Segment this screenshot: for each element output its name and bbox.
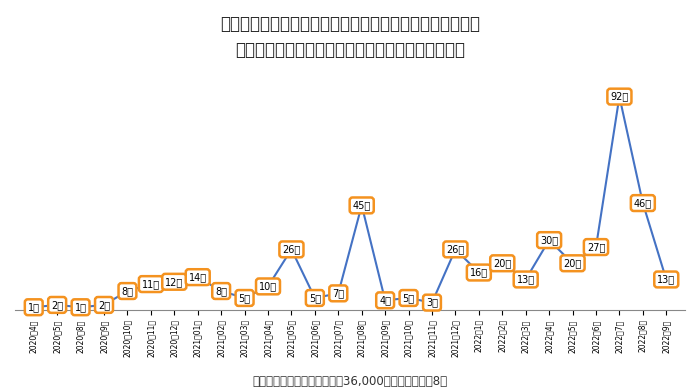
Text: 11件: 11件: [142, 279, 160, 289]
Text: 92件: 92件: [610, 92, 629, 102]
Text: 46件: 46件: [634, 198, 652, 208]
Text: 8件: 8件: [121, 286, 134, 296]
Text: 13件: 13件: [517, 274, 535, 285]
Text: 5件: 5件: [239, 293, 251, 303]
Text: 10件: 10件: [259, 281, 277, 291]
Text: 30件: 30件: [540, 235, 558, 245]
Text: 20件: 20件: [564, 258, 582, 268]
Text: 12件: 12件: [165, 277, 183, 287]
Text: 2件: 2件: [98, 300, 110, 310]
Text: 2件: 2件: [51, 300, 63, 310]
Text: 26件: 26件: [447, 244, 465, 254]
Text: 3件: 3件: [426, 298, 438, 308]
Text: 45件: 45件: [353, 200, 371, 211]
Text: 16件: 16件: [470, 267, 488, 278]
Title: 新型コロナ感染によるアルコール検知器の消毒依頼件数と
第２波、第３波、第４波、第５波、第６波、第７波: 新型コロナ感染によるアルコール検知器の消毒依頼件数と 第２波、第３波、第４波、第…: [220, 15, 480, 60]
Text: 5件: 5件: [309, 293, 321, 303]
Text: 5件: 5件: [402, 293, 414, 303]
Text: 26件: 26件: [282, 244, 300, 254]
Text: 1件: 1件: [28, 302, 40, 312]
Text: 4件: 4件: [379, 295, 391, 305]
Text: 27件: 27件: [587, 242, 606, 252]
Text: 14件: 14件: [189, 272, 206, 282]
Text: 母数：当社検知器の設置先約36,000事業所・契約数8万: 母数：当社検知器の設置先約36,000事業所・契約数8万: [253, 375, 447, 388]
Text: 13件: 13件: [657, 274, 676, 285]
Text: 7件: 7件: [332, 289, 344, 298]
Text: 1件: 1件: [75, 302, 87, 312]
Text: 8件: 8件: [215, 286, 228, 296]
Text: 20件: 20件: [493, 258, 512, 268]
